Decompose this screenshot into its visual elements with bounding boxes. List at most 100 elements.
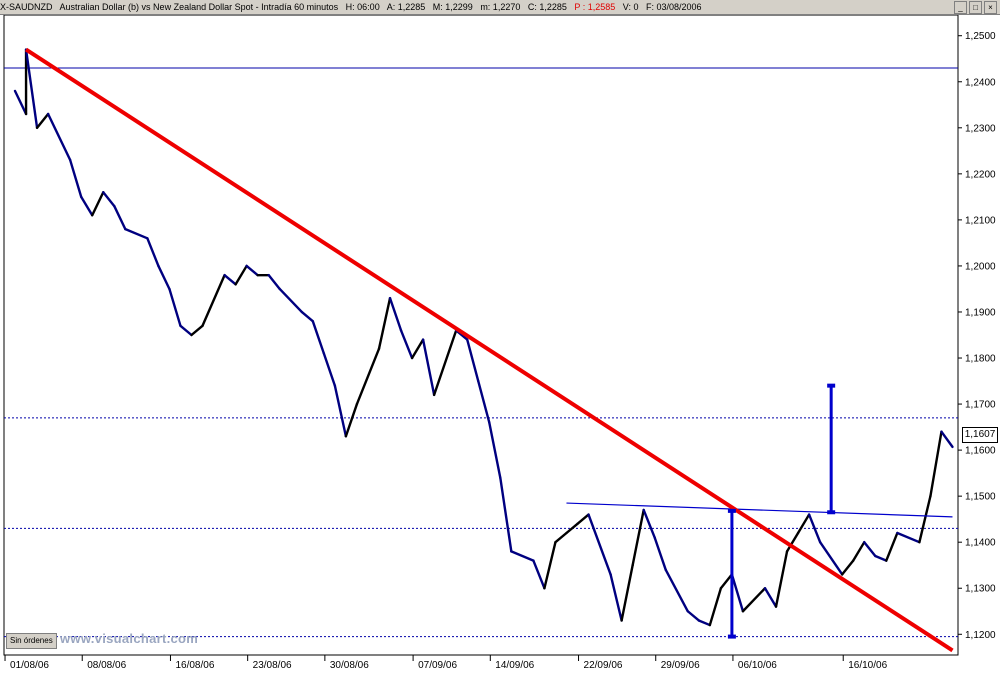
prev-value: P : 1,2585 [574,2,616,12]
price-segment [377,296,392,351]
close-button[interactable]: × [984,1,997,14]
x-tick-label: 30/08/06 [330,660,369,671]
price-segment [807,513,822,544]
y-tick-label: 1,2200 [965,169,996,180]
price-segment [311,319,326,355]
price-segment [774,550,789,608]
price-segment [719,573,734,590]
price-segment [333,384,348,438]
measure-cap [827,510,836,515]
x-tick-label: 07/09/06 [418,660,457,671]
y-tick-label: 1,2300 [965,123,996,134]
price-segment [355,347,381,406]
measure-cap [727,634,736,639]
price-segment [91,191,105,217]
x-tick-label: 01/08/06 [10,660,49,671]
hour-value: H: 06:00 [345,2,380,12]
price-segment [620,564,634,622]
price-segment [587,513,612,576]
window-buttons: _ □ × [954,1,997,14]
price-segment [388,296,403,332]
measure-cap [827,383,836,388]
instrument-name: Australian Dollar (b) vs New Zealand Dol… [59,2,339,12]
volume-value: V: 0 [622,2,639,12]
price-segment [532,559,546,590]
price-segment [245,264,259,277]
price-chart[interactable]: 1,1200 1,1300 1,1400 1,1500 1,1600 1,1700 1,18… [0,15,1000,673]
y-tick-label: 1,2000 [965,261,996,272]
y-tick-label: 1,1200 [965,630,996,641]
price-segment [201,273,226,327]
price-segment [785,531,800,553]
price-segment [421,338,436,397]
symbol-label: X-SAUDNZD [0,2,53,12]
price-segment [741,587,767,613]
y-tick-label: 1,1700 [965,400,996,411]
price-segment [322,352,337,387]
price-segment [344,402,359,438]
price-segment [179,324,193,337]
price-segment [234,264,248,286]
x-tick-label: 22/09/06 [584,660,623,671]
open-value: A: 1,2285 [386,2,426,12]
x-tick-label: 08/08/06 [87,660,126,671]
chart-title-bar: X-SAUDNZD Australian Dollar (b) vs New Z… [0,0,1000,15]
neckline [566,502,953,518]
price-segment [157,264,171,291]
y-tick-label: 1,2500 [965,31,996,42]
y-tick-label: 1,1900 [965,307,996,318]
price-segment [896,531,921,544]
price-segment [432,329,458,397]
price-segment [124,227,149,240]
price-segment [510,550,535,562]
price-segment [576,513,590,525]
price-segment [477,379,491,424]
measure-cap [727,508,736,513]
price-segment [686,610,701,622]
price-segment [168,287,182,327]
price-segment [543,540,557,590]
price-segment [102,191,116,208]
price-segment [664,568,689,613]
price-segment [554,531,568,544]
x-tick-label: 06/10/06 [738,660,777,671]
minimize-button[interactable]: _ [954,1,967,14]
price-segment [190,324,204,337]
price-segment [631,508,645,567]
price-segment [940,430,954,449]
x-tick-label: 14/09/06 [495,660,534,671]
last-price-tag: 1,1607 [962,427,998,443]
x-tick-label: 23/08/06 [253,660,292,671]
y-tick-label: 1,2100 [965,215,996,226]
watermark: www.visualchart.com [60,631,199,646]
price-segment [24,48,39,130]
price-segment [852,540,866,562]
maximize-button[interactable]: □ [969,1,982,14]
price-segment [863,540,877,558]
price-segment [466,338,480,383]
price-segment [840,559,855,576]
price-segment [267,273,281,291]
downtrend-line [24,47,954,653]
orders-button[interactable]: Sin órdenes [6,633,57,649]
price-segment [609,573,623,622]
price-segment [796,513,811,535]
price-segment [499,476,513,553]
price-segment [278,287,303,314]
price-segment [918,494,932,544]
price-segment [653,536,667,572]
price-segment [697,619,712,627]
y-tick-label: 1,1800 [965,354,996,365]
date-value: F: 03/08/2006 [646,2,702,12]
price-segment [410,338,425,360]
price-segment [399,329,414,360]
price-segment [80,195,94,217]
y-tick-label: 1,1500 [965,492,996,503]
price-segment [763,587,778,608]
price-segment [46,112,72,162]
price-segment [488,421,502,479]
price-segment [708,587,723,627]
price-segment [113,204,127,231]
price-segment [929,430,943,498]
price-segment [13,89,28,116]
